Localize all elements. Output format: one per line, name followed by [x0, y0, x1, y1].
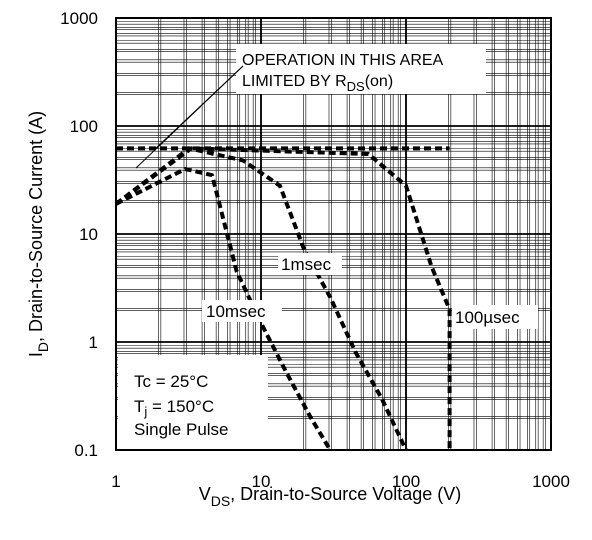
y-tick-label: 0.1: [74, 441, 98, 460]
x-tick-label: 100: [392, 472, 420, 491]
condition-tc: Tc = 25°C: [134, 372, 208, 391]
curve-1msec: [114, 146, 408, 451]
curve-100usec: [114, 146, 452, 450]
limit-annotation-line1: OPERATION IN THIS AREA: [242, 52, 444, 69]
label-100usec-bg: [452, 305, 538, 329]
label-10msec-bg: [202, 300, 282, 322]
limit-pointer-line-2: [153, 65, 244, 151]
y-tick-label: 10: [79, 225, 98, 244]
y-axis-label: ID, Drain-to-Source Current (A): [26, 111, 51, 357]
series-label-1msec: 1msec: [281, 255, 332, 274]
x-tick-label: 10: [252, 472, 271, 491]
curve-10msec: [115, 167, 332, 452]
limit-annotation-box: [236, 44, 486, 94]
label-1msec-bg: [278, 253, 342, 275]
series-group: [114, 146, 452, 452]
plot-frame: [115, 17, 552, 451]
x-tick-label: 1000: [532, 472, 570, 491]
y-tick-label: 1: [89, 333, 98, 352]
condition-pulse: Single Pulse: [134, 420, 229, 439]
series-label-100usec: 100µsec: [455, 308, 520, 327]
x-tick-label: 1: [111, 472, 120, 491]
y-tick-label: 1000: [60, 9, 98, 28]
tick-labels: 1 10 100 1000 0.1 1 10 100 1000: [60, 9, 570, 491]
condition-tj: Tj = 150°C: [134, 397, 214, 419]
y-tick-label: 100: [70, 117, 98, 136]
series-label-10msec: 10msec: [206, 302, 266, 321]
x-axis-label: VDS, Drain-to-Source Voltage (V): [199, 484, 462, 509]
conditions-box: [118, 355, 268, 449]
limit-annotation-line2: LIMITED BY RDS(on): [242, 73, 393, 94]
